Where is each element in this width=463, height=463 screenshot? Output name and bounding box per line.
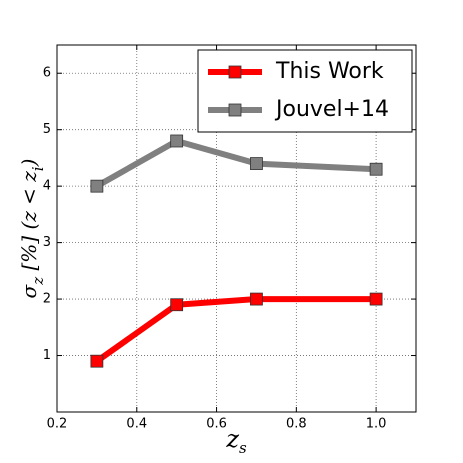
y-tick-label: 6 — [43, 66, 51, 81]
marker — [369, 292, 383, 306]
x-axis-label: zs — [225, 425, 247, 458]
x-axis-label-part: s — [239, 439, 247, 457]
x-tick-label: 1.0 — [366, 417, 387, 432]
y-tick-label: 2 — [43, 292, 51, 307]
y-tick-label: 1 — [43, 348, 51, 363]
marker — [250, 157, 263, 170]
y-axis-label-part: i — [29, 166, 47, 171]
x-tick-label: 0.2 — [47, 417, 68, 432]
marker — [90, 179, 104, 193]
y-axis-label-part: z — [29, 277, 47, 286]
y-tick-label: 5 — [43, 122, 51, 137]
legend-label: This Work — [275, 59, 384, 84]
y-axis-label-part: σ — [17, 283, 41, 298]
x-axis-label-part: z — [225, 425, 239, 453]
y-tick-label: 3 — [43, 235, 51, 250]
y-tick-label: 4 — [43, 179, 51, 194]
plot-frame — [56, 44, 417, 413]
x-tick-label: 0.6 — [206, 417, 227, 432]
series-line — [95, 296, 377, 364]
marker — [90, 354, 104, 368]
y-axis-label: σz [%] (z < zi) — [17, 159, 48, 299]
legend-box — [197, 49, 413, 133]
legend-marker — [228, 103, 242, 117]
legend: This Work Jouvel+14 — [197, 49, 413, 133]
marker — [250, 292, 263, 306]
series-line — [95, 137, 377, 189]
y-axis-label-part: ) — [17, 159, 41, 168]
y-axis-label-part: [%] (z < z — [17, 171, 41, 277]
marker — [369, 162, 383, 176]
x-tick-label: 0.4 — [126, 417, 147, 432]
x-tick-label: 0.8 — [286, 417, 307, 432]
legend-label: Jouvel+14 — [274, 97, 389, 122]
legend-marker — [228, 65, 242, 79]
marker — [170, 298, 184, 312]
marker — [170, 134, 184, 148]
